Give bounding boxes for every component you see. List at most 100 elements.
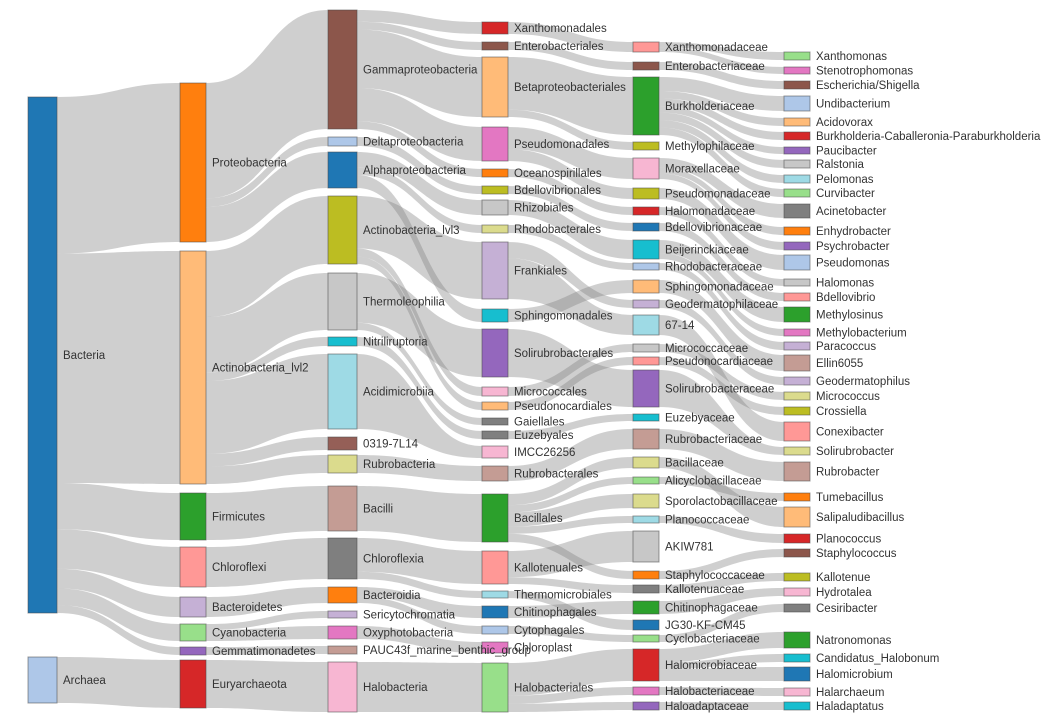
node-Cyclobacteriaceae[interactable]: [632, 634, 660, 643]
node-Bdellovibrio[interactable]: [783, 292, 811, 302]
link-Alphaproteobacteria-Rhizobiales[interactable]: [357, 152, 482, 215]
node-Planococcaceae[interactable]: [632, 515, 660, 524]
link-Chloroflexi-Chloroflexia[interactable]: [206, 538, 328, 587]
node-Micrococcales[interactable]: [481, 386, 509, 397]
link-Chitinophagales-Chitinophagaceae[interactable]: [508, 601, 633, 618]
link-Proteobacteria-Deltaproteobacteria[interactable]: [206, 137, 328, 208]
node-Bacteroidetes[interactable]: [179, 596, 207, 618]
node-Alphaproteobacteria[interactable]: [327, 151, 358, 189]
link-Actinobacteria_lvl3-Micrococcales[interactable]: [357, 248, 482, 396]
node-Halarchaeum[interactable]: [783, 687, 811, 697]
link-Bacillales-Bacillaceae[interactable]: [508, 457, 633, 506]
node-Natronomonas[interactable]: [783, 631, 811, 649]
link-Chloroflexia-Kallotenuales[interactable]: [357, 538, 482, 584]
link-Bacillales-Staphylococcaceae[interactable]: [508, 533, 633, 579]
node-Gaiellales[interactable]: [481, 417, 509, 426]
node-Rhodobacterales[interactable]: [481, 224, 509, 234]
link-Bacillales-Planococcaceae[interactable]: [508, 516, 633, 534]
node-Frankiales[interactable]: [481, 241, 509, 300]
link-Bacteria-Actinobacteria_lvl2[interactable]: [57, 251, 180, 484]
link-Moraxellaceae-Enhydrobacter[interactable]: [659, 167, 784, 235]
node-Pseudomonadaceae[interactable]: [632, 187, 660, 200]
link-Cytophagales-Cyclobacteriaceae[interactable]: [508, 626, 633, 642]
node-Ralstonia[interactable]: [783, 159, 811, 169]
node-Thermoleophilia[interactable]: [327, 272, 358, 331]
link-Burkholderiaceae-Undibacterium[interactable]: [659, 77, 784, 111]
node-Acidovorax[interactable]: [783, 117, 811, 127]
link-Rhodobacteraceae-Paracoccus[interactable]: [659, 263, 784, 350]
link-Burkholderiaceae-Paucibacter[interactable]: [659, 106, 784, 154]
node-Micrococcus[interactable]: [783, 391, 811, 401]
node-Rubrobacter[interactable]: [783, 461, 811, 482]
link-Cyclobacteriaceae-Cesiribacter[interactable]: [659, 604, 784, 642]
link-Pseudonocardiaceae-Crossiella[interactable]: [659, 357, 784, 415]
node-Haloadaptaceae[interactable]: [632, 701, 660, 711]
link-Betaproteobacteriales-Burkholderiaceae[interactable]: [508, 57, 633, 135]
link-Frankiales-Geodermatophilaceae[interactable]: [508, 242, 633, 308]
link-Actinobacteria_lvl2-0319-7L14[interactable]: [206, 437, 328, 467]
link-Chitinophagaceae-Hydrotalea[interactable]: [659, 588, 784, 614]
node-Stenotrophomonas[interactable]: [783, 66, 811, 75]
node-Bacillales[interactable]: [481, 493, 509, 543]
node-Enhydrobacter[interactable]: [783, 226, 811, 236]
node-Archaea[interactable]: [27, 656, 58, 704]
link-Bacteria-Firmicutes[interactable]: [57, 483, 180, 540]
node-Deltaproteobacteria[interactable]: [327, 136, 358, 147]
node-Rubrobacteria[interactable]: [327, 454, 358, 474]
node-Alicyclobacillaceae[interactable]: [632, 476, 660, 485]
link-Bacillales-Sporolactobacillaceae[interactable]: [508, 494, 633, 527]
link-Bacteria-Proteobacteria[interactable]: [57, 83, 180, 254]
node-Chitinophagaceae[interactable]: [632, 600, 660, 615]
node-Thermomicrobiales[interactable]: [481, 590, 509, 599]
node-Kallotenuaceae[interactable]: [632, 584, 660, 594]
node-Chloroplast[interactable]: [481, 641, 509, 654]
link-Geodermatophilaceae-Geodermatophilus[interactable]: [659, 300, 784, 385]
link-Alicyclobacillaceae-Tumebacillus[interactable]: [659, 477, 784, 501]
link-Pseudomonadales-Pseudomonadaceae[interactable]: [508, 149, 633, 199]
link-Bacillales-Alicyclobacillaceae[interactable]: [508, 477, 633, 513]
link-Actinobacteria_lvl2-Nitriliruptoria[interactable]: [206, 337, 328, 382]
node-Ellin6055[interactable]: [783, 354, 811, 372]
link-Halobacteriales-Halomicrobiaceae[interactable]: [508, 649, 633, 696]
node-Paracoccus[interactable]: [783, 341, 811, 351]
node-Crossiella[interactable]: [783, 406, 811, 416]
node-Firmicutes[interactable]: [179, 492, 207, 541]
link-Bdellovibrionaceae-Bdellovibrio[interactable]: [659, 223, 784, 301]
link-Oceanospirillales-Halomonadaceae[interactable]: [508, 169, 633, 215]
node-Oxyphotobacteria[interactable]: [327, 625, 358, 640]
link-Moraxellaceae-Acinetobacter[interactable]: [659, 158, 784, 218]
link-Halomicrobiaceae-Halomicrobium[interactable]: [659, 667, 784, 681]
link-Cyanobacteria-Oxyphotobacteria[interactable]: [206, 626, 328, 641]
link-Halobacteriaceae-Halarchaeum[interactable]: [659, 687, 784, 696]
link-Actinobacteria_lvl3-Pseudonocardiales[interactable]: [357, 256, 482, 410]
node-Paucibacter[interactable]: [783, 146, 811, 155]
link-Halomonadaceae-Halomonas[interactable]: [659, 207, 784, 286]
node-Geodermatophilus[interactable]: [783, 376, 811, 386]
node-Oceanospirillales[interactable]: [481, 168, 509, 178]
link-Euryarchaeota-Halobacteria[interactable]: [206, 660, 328, 712]
link-Gammaproteobacteria-Pseudomonadales[interactable]: [357, 88, 482, 161]
node-Pelomonas[interactable]: [783, 174, 811, 184]
node-Cesiribacter[interactable]: [783, 603, 811, 613]
link-Rubrobacteria-Rubrobacterales[interactable]: [357, 455, 482, 481]
link-Planococcaceae-Planococcus[interactable]: [659, 516, 784, 543]
link-Archaea-Euryarchaeota[interactable]: [57, 657, 180, 708]
node-Halobacteriaceae[interactable]: [632, 686, 660, 696]
node-Sphingomonadaceae[interactable]: [632, 279, 660, 294]
node-Euzebyales[interactable]: [481, 430, 509, 440]
link-Thermomicrobiales-JG30-KF-CM45[interactable]: [508, 591, 633, 630]
link-Halobacteriales-Halobacteriaceae[interactable]: [508, 687, 633, 704]
node-Halobacteriales[interactable]: [481, 662, 509, 713]
node-Halomonas[interactable]: [783, 278, 811, 287]
link-Burkholderiaceae-Ralstonia[interactable]: [659, 112, 784, 169]
node-Solirubrobacteraceae[interactable]: [632, 369, 660, 408]
link-Haloadaptaceae-Haladaptatus[interactable]: [659, 702, 784, 710]
link-Gammaproteobacteria-Enterobacteriales[interactable]: [357, 21, 482, 50]
link-Sphingomonadales-Sphingomonadaceae[interactable]: [508, 280, 633, 322]
link-Thermoleophilia-Solirubrobacterales[interactable]: [357, 273, 482, 377]
link-Micrococcales-Micrococcaceae[interactable]: [508, 344, 633, 396]
link-Staphylococcaceae-Staphylococcus[interactable]: [659, 549, 784, 579]
link-Burkholderiaceae-Pelomonas[interactable]: [659, 120, 784, 183]
link-Xanthomonadales-Xanthomonadaceae[interactable]: [508, 22, 633, 52]
link-Bacteria-Gemmatimonadetes[interactable]: [57, 605, 180, 655]
